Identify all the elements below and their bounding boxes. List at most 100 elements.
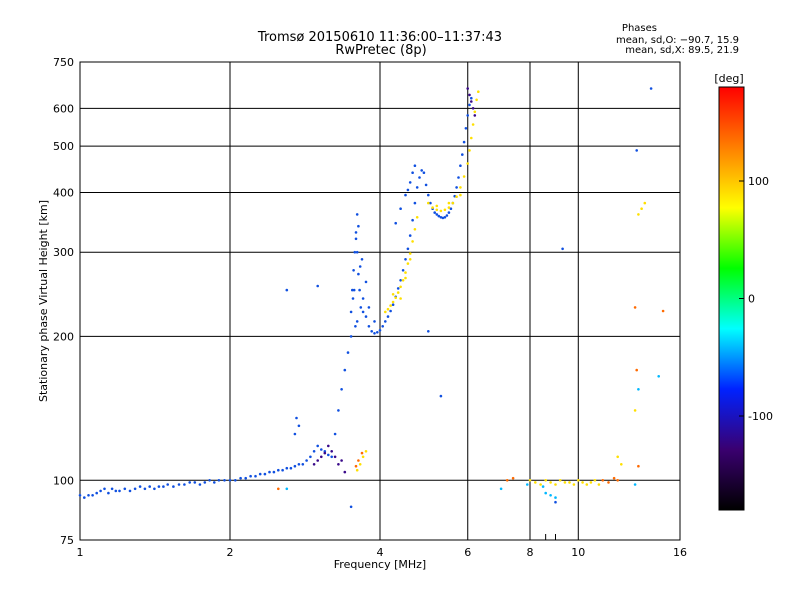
y-tick-label: 750 xyxy=(53,56,74,69)
data-point xyxy=(389,309,392,313)
data-point xyxy=(572,483,576,486)
data-point xyxy=(349,505,353,509)
data-point xyxy=(234,479,237,482)
data-point xyxy=(505,479,509,482)
x-tick-label: 1 xyxy=(77,546,84,559)
colorbar-label: [deg] xyxy=(714,72,743,85)
y-tick-label: 75 xyxy=(60,534,74,547)
data-point xyxy=(123,487,127,491)
data-point xyxy=(441,216,445,220)
data-point xyxy=(351,297,355,300)
data-point xyxy=(354,237,358,241)
data-point xyxy=(316,444,320,448)
data-point xyxy=(361,297,365,300)
data-point xyxy=(172,485,175,488)
data-point xyxy=(359,306,363,309)
data-point xyxy=(355,213,359,216)
data-point xyxy=(541,485,545,488)
data-point xyxy=(297,463,301,466)
data-point xyxy=(78,494,82,497)
data-point xyxy=(309,455,312,459)
y-tick-label: 500 xyxy=(53,140,74,153)
data-point xyxy=(198,483,202,486)
data-point xyxy=(558,479,562,482)
data-point xyxy=(637,213,640,216)
data-point xyxy=(404,271,407,274)
data-point xyxy=(447,201,451,205)
data-point xyxy=(459,186,462,189)
data-point xyxy=(370,330,374,333)
data-point xyxy=(447,206,451,209)
x-tick-label: 4 xyxy=(377,546,384,559)
y-tick-label: 100 xyxy=(53,474,74,487)
data-point xyxy=(327,453,330,457)
data-point xyxy=(228,479,232,482)
data-point xyxy=(449,207,453,210)
data-point xyxy=(435,204,439,208)
data-point xyxy=(360,451,364,455)
data-point xyxy=(320,448,323,451)
x-tick-label: 16 xyxy=(673,546,687,559)
data-point xyxy=(399,279,402,282)
data-point xyxy=(471,123,475,126)
data-point xyxy=(177,483,181,486)
data-point xyxy=(295,416,298,420)
data-point xyxy=(429,201,432,205)
data-point xyxy=(128,489,132,493)
data-point xyxy=(354,464,358,468)
data-point xyxy=(354,231,358,234)
data-point xyxy=(399,207,402,210)
data-point xyxy=(293,464,297,468)
data-point xyxy=(612,476,616,480)
data-point xyxy=(411,240,414,243)
data-point xyxy=(607,481,610,484)
data-point xyxy=(367,306,371,309)
data-point xyxy=(616,479,619,482)
data-point xyxy=(183,483,186,486)
data-point xyxy=(367,325,371,328)
data-point xyxy=(415,216,419,219)
data-point xyxy=(361,310,365,314)
data-point xyxy=(589,481,593,484)
x-tick-label: 8 xyxy=(527,546,534,559)
data-point xyxy=(528,479,532,482)
colorbar-tick-label: 100 xyxy=(748,175,769,188)
data-point xyxy=(411,171,414,174)
data-point xyxy=(581,481,584,484)
data-point xyxy=(413,164,417,167)
data-point xyxy=(373,320,376,323)
data-point xyxy=(635,368,638,372)
data-point xyxy=(549,494,552,497)
data-point xyxy=(301,463,305,466)
data-point xyxy=(349,310,353,314)
data-point xyxy=(408,181,412,184)
x-tick-label: 2 xyxy=(227,546,234,559)
data-point xyxy=(213,481,216,484)
data-point xyxy=(435,208,439,212)
data-point xyxy=(110,487,114,491)
data-point xyxy=(633,306,637,309)
data-point xyxy=(657,375,660,378)
data-point xyxy=(333,432,337,436)
data-point xyxy=(459,164,462,167)
data-point xyxy=(439,394,443,398)
data-point xyxy=(277,487,280,491)
data-point xyxy=(376,331,379,334)
data-point xyxy=(268,470,271,474)
data-point xyxy=(340,459,343,462)
data-point xyxy=(643,201,647,205)
data-point xyxy=(616,455,619,459)
data-point xyxy=(471,107,475,110)
data-point xyxy=(427,201,430,205)
data-point xyxy=(272,470,276,474)
data-point xyxy=(391,293,395,296)
data-point xyxy=(661,309,665,313)
data-point xyxy=(285,466,289,470)
data-point xyxy=(585,483,589,486)
data-point xyxy=(597,483,601,486)
data-point xyxy=(413,201,417,205)
data-point xyxy=(337,409,340,412)
data-point xyxy=(554,500,557,504)
data-point xyxy=(330,455,334,459)
